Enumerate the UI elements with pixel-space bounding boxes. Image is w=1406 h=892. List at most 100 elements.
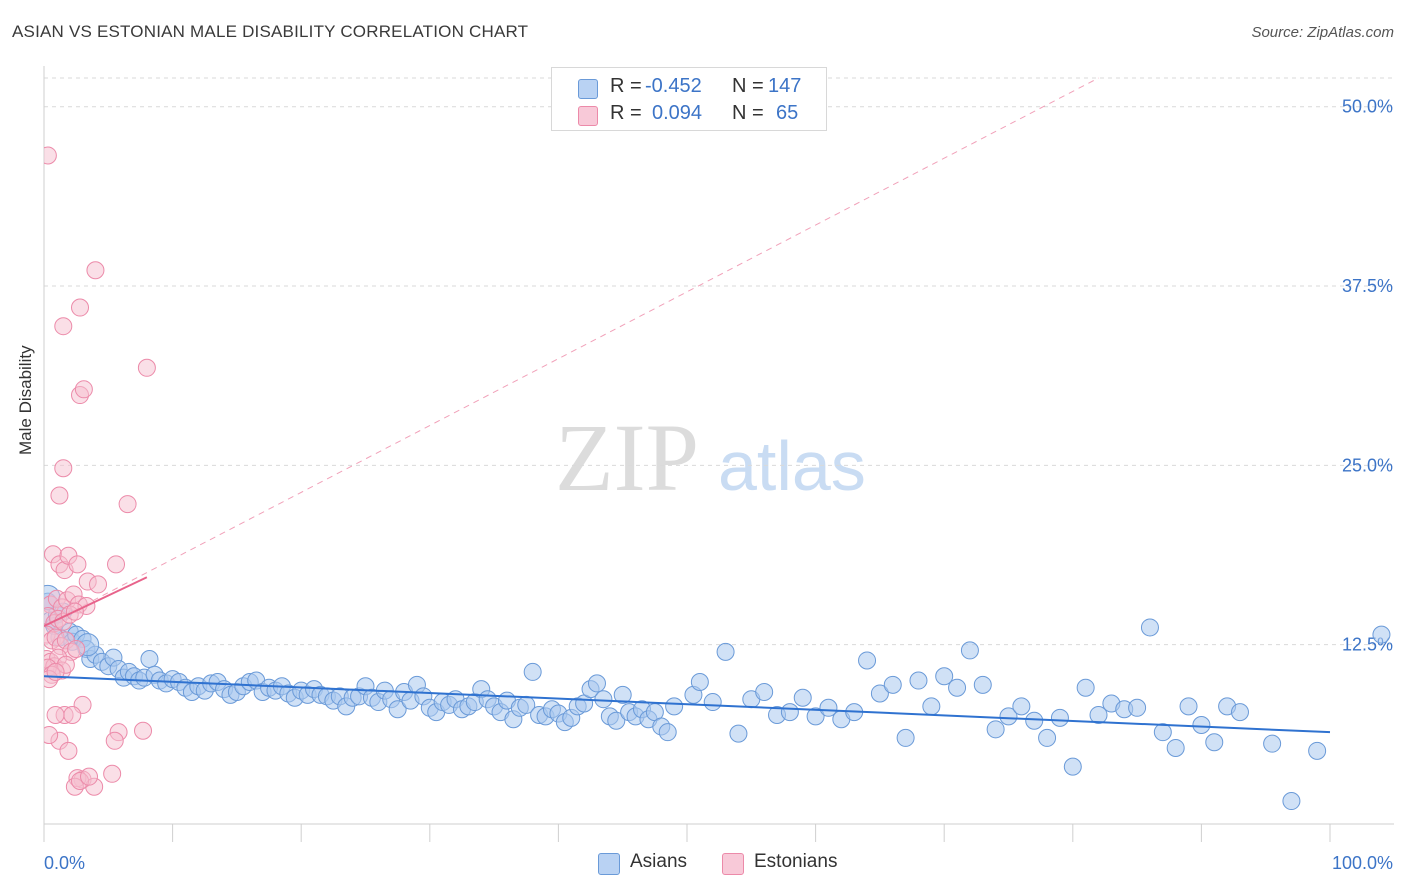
asians-point <box>613 685 632 704</box>
estonians-trend-line <box>44 576 148 627</box>
estonians-point <box>86 261 105 280</box>
asians-point <box>922 697 941 716</box>
asians-point <box>1038 728 1057 747</box>
asians-point <box>1076 678 1095 697</box>
correlation-legend: R = -0.452 N = 147 R = 0.094 N = 65 <box>551 67 827 131</box>
asians-point <box>690 672 709 691</box>
asians-legend-label: Asians <box>630 851 688 872</box>
legend-row-asians: R = -0.452 N = 147 <box>552 75 826 101</box>
asians-point <box>1166 738 1185 757</box>
asians-point <box>1128 698 1147 717</box>
estonians-point <box>74 380 93 399</box>
y-axis-label: Male Disability <box>16 345 35 455</box>
estonians-point <box>44 726 59 745</box>
asians-point <box>1263 734 1282 753</box>
x-tick-label: 0.0% <box>44 853 85 873</box>
asians-point <box>1282 792 1301 811</box>
asians-point <box>140 650 159 669</box>
asians-point <box>1205 733 1224 752</box>
asians-point <box>909 671 928 690</box>
y-tick-label: 37.5% <box>1342 276 1393 296</box>
source-credit: Source: ZipAtlas.com <box>1251 24 1394 41</box>
asians-legend-swatch <box>598 853 620 875</box>
asians-point <box>1050 708 1069 727</box>
asians-point <box>587 674 606 693</box>
estonians-point <box>137 358 156 377</box>
asians-point <box>1153 723 1172 742</box>
legend-r-label: R = <box>610 75 642 97</box>
estonians-point <box>118 495 137 514</box>
asians-trend-line <box>44 675 1331 734</box>
asians-point <box>1192 716 1211 735</box>
estonians-point <box>67 639 86 658</box>
asians-point <box>594 690 613 709</box>
estonians-swatch <box>578 106 598 126</box>
legend-r-value: 0.094 <box>652 102 703 124</box>
legend-n-label: N = <box>732 75 764 97</box>
asians-point <box>819 698 838 717</box>
x-tick-label: 100.0% <box>1332 853 1393 873</box>
asians-point <box>986 720 1005 739</box>
estonians-point <box>59 741 78 760</box>
asians-point <box>935 667 954 686</box>
asians-point <box>793 688 812 707</box>
watermark-zip: ZIP <box>555 404 699 511</box>
estonians-point <box>68 555 87 574</box>
asians-point <box>1063 757 1082 776</box>
asians-point <box>1308 741 1327 760</box>
estonians-point <box>80 767 99 786</box>
estonians-point <box>63 705 82 724</box>
estonians-legend-label: Estonians <box>754 851 838 872</box>
asians-swatch <box>578 79 598 99</box>
estonians-point <box>54 317 73 336</box>
estonians-legend-swatch <box>722 853 744 875</box>
asians-point <box>658 723 677 742</box>
watermark-atlas: atlas <box>718 427 866 505</box>
plot-area <box>44 77 1406 811</box>
asians-point <box>1230 703 1249 722</box>
asians-point <box>960 641 979 660</box>
legend-n-label: N = <box>732 102 764 124</box>
asians-point <box>1179 697 1198 716</box>
estonians-point <box>107 555 126 574</box>
asians-point <box>896 728 915 747</box>
asians-point <box>607 711 626 730</box>
asians-point <box>388 700 407 719</box>
asians-point <box>1372 625 1391 644</box>
asians-point <box>729 724 748 743</box>
asians-point <box>948 678 967 697</box>
estonians-point <box>50 486 69 505</box>
legend-r-label: R = <box>610 102 642 124</box>
estonians-point <box>54 459 73 478</box>
asians-point <box>716 642 735 661</box>
legend-r-value: -0.452 <box>645 75 702 97</box>
asians-point <box>999 707 1018 726</box>
legend-n-value: 147 <box>768 75 802 97</box>
asians-point <box>806 707 825 726</box>
legend-n-value: 65 <box>776 102 799 124</box>
estonians-trend-extended <box>44 77 1099 627</box>
asians-point <box>1140 618 1159 637</box>
y-tick-label: 50.0% <box>1342 97 1393 117</box>
asians-point <box>883 675 902 694</box>
estonians-point <box>103 764 122 783</box>
asians-point <box>1089 705 1108 724</box>
chart-title: ASIAN VS ESTONIAN MALE DISABILITY CORREL… <box>12 22 529 41</box>
estonians-point <box>71 298 90 317</box>
asians-point <box>780 703 799 722</box>
asians-point <box>1025 711 1044 730</box>
asians-point <box>858 651 877 670</box>
estonians-point <box>89 575 108 594</box>
asians-point <box>973 675 992 694</box>
asians-point <box>703 693 722 712</box>
asians-point <box>665 697 684 716</box>
estonians-point <box>105 731 124 750</box>
asians-point <box>1012 697 1031 716</box>
estonians-point <box>44 146 57 165</box>
asians-point <box>870 684 889 703</box>
asians-point <box>1399 619 1406 636</box>
y-tick-label: 25.0% <box>1342 455 1393 475</box>
estonians-point <box>134 721 153 740</box>
estonians-point <box>46 705 65 724</box>
